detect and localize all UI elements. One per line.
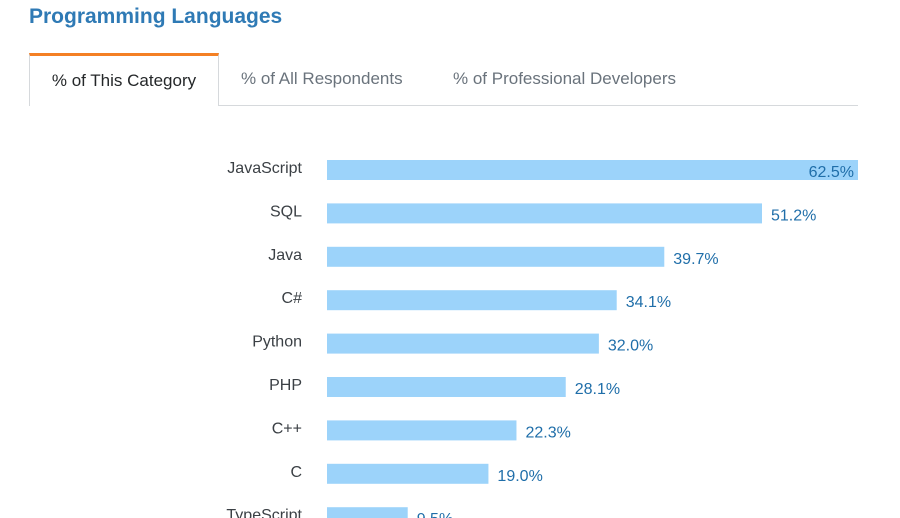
value-label: 62.5% [809, 164, 854, 181]
bar [327, 246, 665, 267]
bar [327, 420, 517, 441]
category-label: C# [282, 290, 303, 307]
category-label: Python [252, 334, 302, 351]
category-label: PHP [269, 377, 302, 394]
category-label: Java [268, 247, 302, 264]
bar [327, 203, 762, 224]
bar [327, 160, 858, 180]
value-label: 22.3% [525, 424, 570, 441]
tab-all-respondents[interactable]: % of All Respondents [241, 69, 403, 88]
value-label: 19.0% [497, 468, 542, 485]
tab-this-category[interactable]: % of This Category [29, 53, 219, 106]
bar [327, 507, 408, 518]
category-label: C++ [272, 420, 302, 437]
tab-professional-developers[interactable]: % of Professional Developers [453, 69, 677, 88]
tab-bar: % of This Category % of All Respondents … [29, 53, 858, 106]
category-label: TypeScript [226, 507, 302, 518]
value-label: 34.1% [626, 294, 671, 311]
bar [327, 463, 489, 484]
category-label: SQL [270, 203, 302, 220]
bar [327, 333, 599, 354]
page-title: Programming Languages [29, 5, 283, 28]
category-label: C [290, 464, 302, 481]
value-label: 9.5% [417, 511, 453, 518]
bar [327, 290, 617, 311]
value-label: 39.7% [673, 251, 718, 268]
value-label: 32.0% [608, 338, 653, 355]
category-label: JavaScript [227, 160, 302, 177]
value-label: 28.1% [575, 381, 620, 398]
value-label: 51.2% [771, 207, 816, 224]
bar [327, 377, 566, 397]
